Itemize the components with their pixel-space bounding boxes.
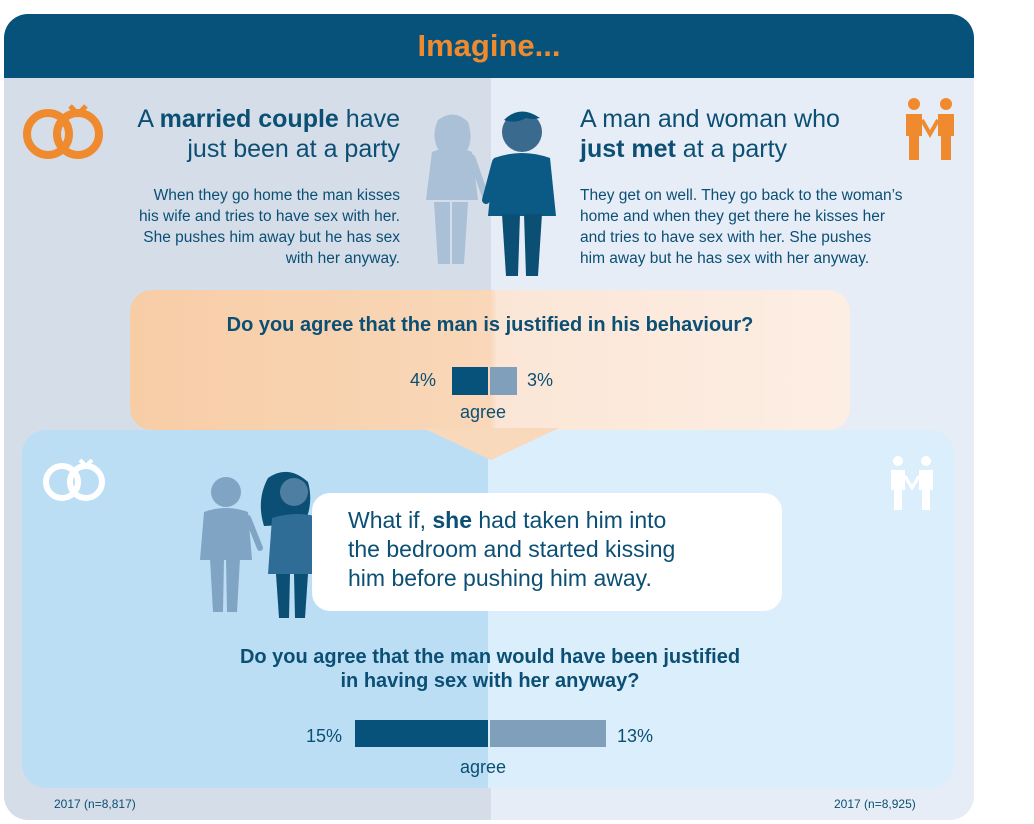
text-line: When they go home the man kisses — [153, 187, 400, 204]
header-bar — [4, 14, 974, 78]
couple-figures — [426, 111, 556, 276]
rings-icon — [43, 458, 105, 501]
question1-left-value: 4% — [410, 370, 437, 390]
question1-box — [130, 290, 850, 430]
rings-icon — [23, 104, 103, 159]
couple-icon — [891, 456, 933, 510]
question2-left-value: 15% — [306, 726, 343, 746]
right-scenario-title: A man and woman who just met at a party — [580, 104, 890, 164]
question2-line1: Do you agree that the man would have bee… — [239, 646, 741, 668]
title-bold-text: married couple — [159, 105, 339, 133]
text-line: him away but he has sex with her anyway. — [580, 250, 870, 267]
title-bold-text: just met — [580, 135, 676, 163]
left-scenario-text: When they go home the man kisses his wif… — [80, 185, 400, 269]
footnote-left: 2017 (n=8,817) — [54, 797, 136, 811]
speech-text: had taken him into — [472, 507, 667, 533]
woman-man-figures — [200, 471, 326, 618]
couple-icon — [906, 98, 954, 160]
speech-bubble-text: What if, she had taken him into the bedr… — [348, 506, 768, 593]
question1-text: Do you agree that the man is justified i… — [226, 314, 754, 336]
speech-line3: him before pushing him away. — [348, 565, 652, 591]
text-line: and tries to have sex with her. She push… — [580, 229, 872, 246]
text-line: his wife and tries to have sex with her. — [138, 208, 400, 225]
text-line: They get on well. They go back to the wo… — [580, 187, 903, 204]
speech-bubble — [312, 493, 782, 611]
question2-right-value: 13% — [617, 726, 654, 746]
header-title: Imagine... — [417, 28, 561, 63]
title-line2: just been at a party — [187, 135, 400, 163]
text-line: home and when they get there he kisses h… — [580, 208, 886, 225]
question1-agree-label: agree — [460, 402, 507, 422]
text-line: with her anyway. — [285, 250, 400, 267]
text-line: She pushes him away but he has sex — [143, 229, 400, 246]
question1-right-bar — [490, 367, 517, 395]
question2-right-bar — [490, 720, 606, 747]
speech-bold-text: she — [432, 507, 472, 533]
speech-text: What if, — [348, 507, 433, 533]
title-text: at a party — [675, 135, 788, 163]
question1-left-bar — [452, 367, 488, 395]
left-scenario-title: A married couple have just been at a par… — [100, 104, 400, 164]
question1-right-value: 3% — [527, 370, 554, 390]
question2-text: Do you agree that the man would have bee… — [140, 645, 840, 693]
footnote-right: 2017 (n=8,925) — [834, 797, 916, 811]
right-scenario-text: They get on well. They go back to the wo… — [580, 185, 960, 269]
question2-agree-label: agree — [460, 757, 507, 777]
title-text: have — [338, 105, 400, 133]
question1-pointer-overlay — [423, 428, 559, 460]
question2-left-bar — [354, 720, 488, 747]
speech-line2: the bedroom and started kissing — [348, 536, 676, 562]
question2-line2: in having sex with her anyway? — [340, 670, 640, 692]
title-text: A man and woman who — [580, 105, 840, 133]
title-text: A — [137, 105, 160, 133]
